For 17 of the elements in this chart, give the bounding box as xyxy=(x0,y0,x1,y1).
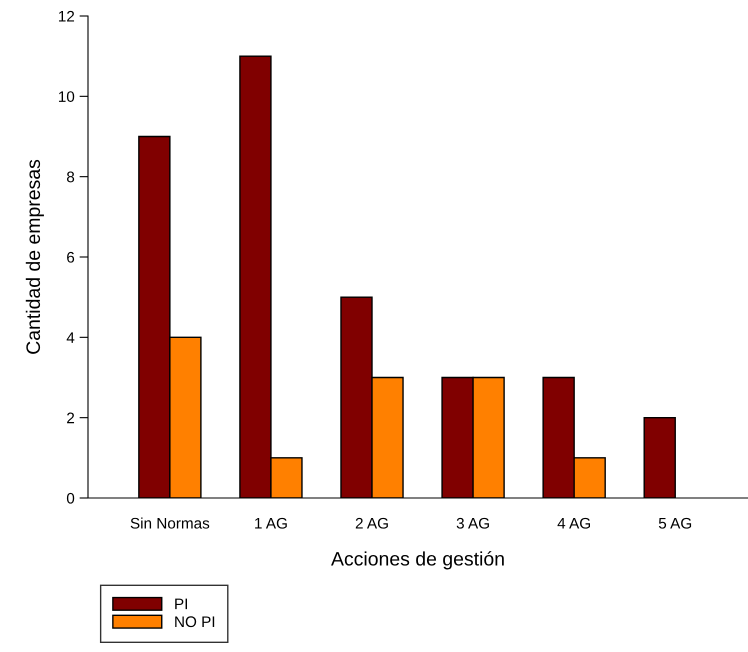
y-tick-label: 6 xyxy=(67,252,74,263)
x-tick-label: 4 AG xyxy=(558,518,590,529)
y-tick-label: 0 xyxy=(66,492,74,504)
y-tick-label: 4 xyxy=(66,332,74,343)
legend-label: NO PI xyxy=(175,616,214,628)
x-tick-label: 2 AG xyxy=(356,518,388,529)
y-tick-label: 10 xyxy=(58,91,74,102)
y-tick-label: 12 xyxy=(58,10,74,22)
y-axis-title: Cantidad de empresas xyxy=(26,160,44,354)
x-tick-label: 5 AG xyxy=(658,518,692,529)
x-tick-label: 1 AG xyxy=(255,518,287,529)
y-tick-label: 2 xyxy=(67,412,74,424)
legend-label: PI xyxy=(175,598,187,610)
x-axis-title: Acciones de gestión xyxy=(331,551,504,570)
x-tick-label: Sin Normas xyxy=(130,517,210,529)
y-tick-label: 8 xyxy=(66,172,74,182)
x-tick-label: 3 AG xyxy=(456,518,489,529)
